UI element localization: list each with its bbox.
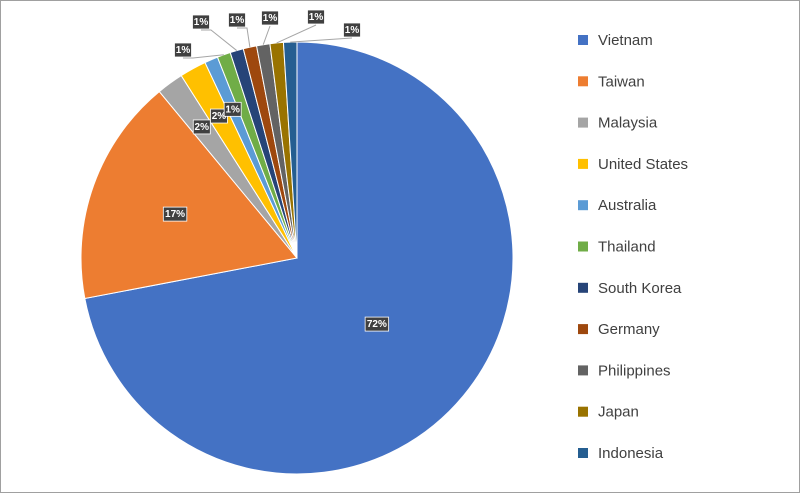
leader-line bbox=[237, 27, 251, 48]
legend-swatch bbox=[578, 365, 588, 376]
legend-label: Taiwan bbox=[598, 73, 645, 90]
pie-slice bbox=[80, 90, 298, 300]
data-label: 1% bbox=[225, 104, 240, 115]
label-bg bbox=[228, 12, 246, 28]
legend-swatch bbox=[578, 448, 588, 458]
legend-label: Indonesia bbox=[598, 445, 664, 462]
label-bg bbox=[307, 9, 325, 25]
legend-swatch bbox=[578, 200, 588, 211]
data-label: 1% bbox=[194, 17, 209, 28]
label-bg bbox=[174, 42, 192, 58]
leader-line bbox=[183, 54, 224, 59]
label-bg bbox=[261, 10, 279, 26]
leader-line bbox=[290, 37, 353, 43]
legend-label: Japan bbox=[598, 404, 639, 421]
label-bg bbox=[223, 101, 242, 117]
data-label: 1% bbox=[263, 13, 278, 24]
leader-line bbox=[201, 29, 238, 51]
label-bg bbox=[192, 119, 211, 135]
leader-line bbox=[276, 24, 317, 44]
legend-swatch bbox=[578, 117, 588, 128]
data-label: 1% bbox=[230, 15, 245, 26]
data-label: 72% bbox=[367, 319, 387, 330]
legend-label: United States bbox=[598, 156, 688, 173]
legend-label: Malaysia bbox=[598, 115, 658, 132]
data-label: 1% bbox=[309, 12, 324, 23]
legend-swatch bbox=[578, 241, 588, 252]
legend-label: Thailand bbox=[598, 238, 656, 255]
data-label: 2% bbox=[195, 122, 210, 133]
legend-label: Germany bbox=[598, 321, 660, 338]
legend-swatch bbox=[578, 282, 588, 293]
label-bg bbox=[343, 22, 361, 38]
label-bg bbox=[192, 14, 210, 30]
legend-swatch bbox=[578, 406, 588, 417]
legend-swatch bbox=[578, 158, 588, 169]
label-bg bbox=[162, 206, 188, 222]
label-bg bbox=[364, 316, 390, 332]
data-label: 1% bbox=[176, 45, 191, 56]
leader-line bbox=[262, 25, 271, 45]
data-label: 17% bbox=[165, 209, 185, 220]
legend-label: South Korea bbox=[598, 280, 682, 297]
legend-swatch bbox=[578, 324, 588, 335]
legend-swatch bbox=[578, 35, 588, 45]
legend-label: Vietnam bbox=[598, 32, 653, 49]
legend-label: Australia bbox=[598, 197, 657, 214]
pie-slice bbox=[84, 41, 514, 475]
data-label: 1% bbox=[345, 25, 360, 36]
data-label: 2% bbox=[212, 111, 227, 122]
legend-label: Philippines bbox=[598, 362, 671, 379]
legend-swatch bbox=[578, 76, 588, 87]
